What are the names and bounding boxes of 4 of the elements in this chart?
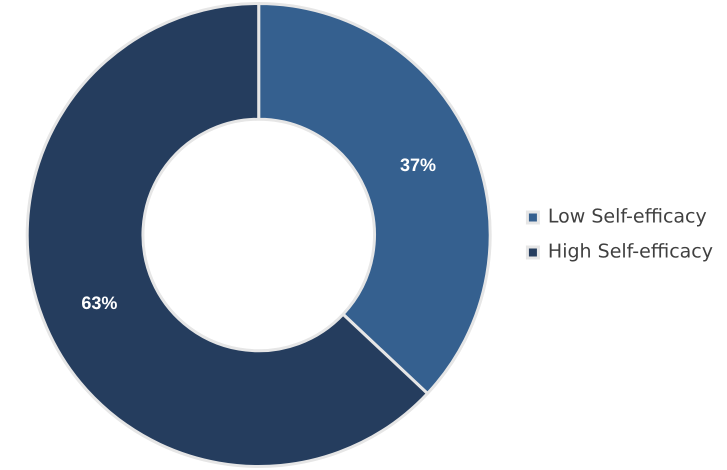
legend-label: High Self-efficacy	[548, 240, 714, 262]
data-label: 37%	[400, 155, 436, 176]
data-label: 63%	[81, 292, 118, 313]
legend-label: Low Self-efficacy	[548, 205, 707, 228]
